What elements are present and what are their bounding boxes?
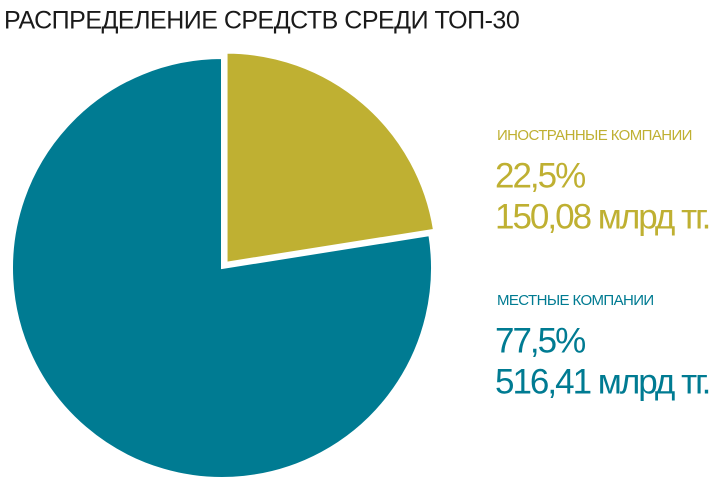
amount-label: 150,08 млрд тг. — [495, 197, 709, 236]
legend-label: ИНОСТРАННЫЕ КОМПАНИИ — [497, 127, 692, 144]
value-label: 22,5% — [495, 156, 585, 195]
chart-title: РАСПРЕДЕЛЕНИЕ СРЕДСТВ СРЕДИ ТОП-30 — [4, 7, 519, 35]
amount-label: 516,41 млрд тг. — [495, 362, 709, 401]
value-label: 77,5% — [495, 321, 585, 360]
legend-label: МЕСТНЫЕ КОМПАНИИ — [497, 292, 654, 309]
pie-slice — [11, 56, 433, 479]
pie-slice — [225, 51, 436, 264]
